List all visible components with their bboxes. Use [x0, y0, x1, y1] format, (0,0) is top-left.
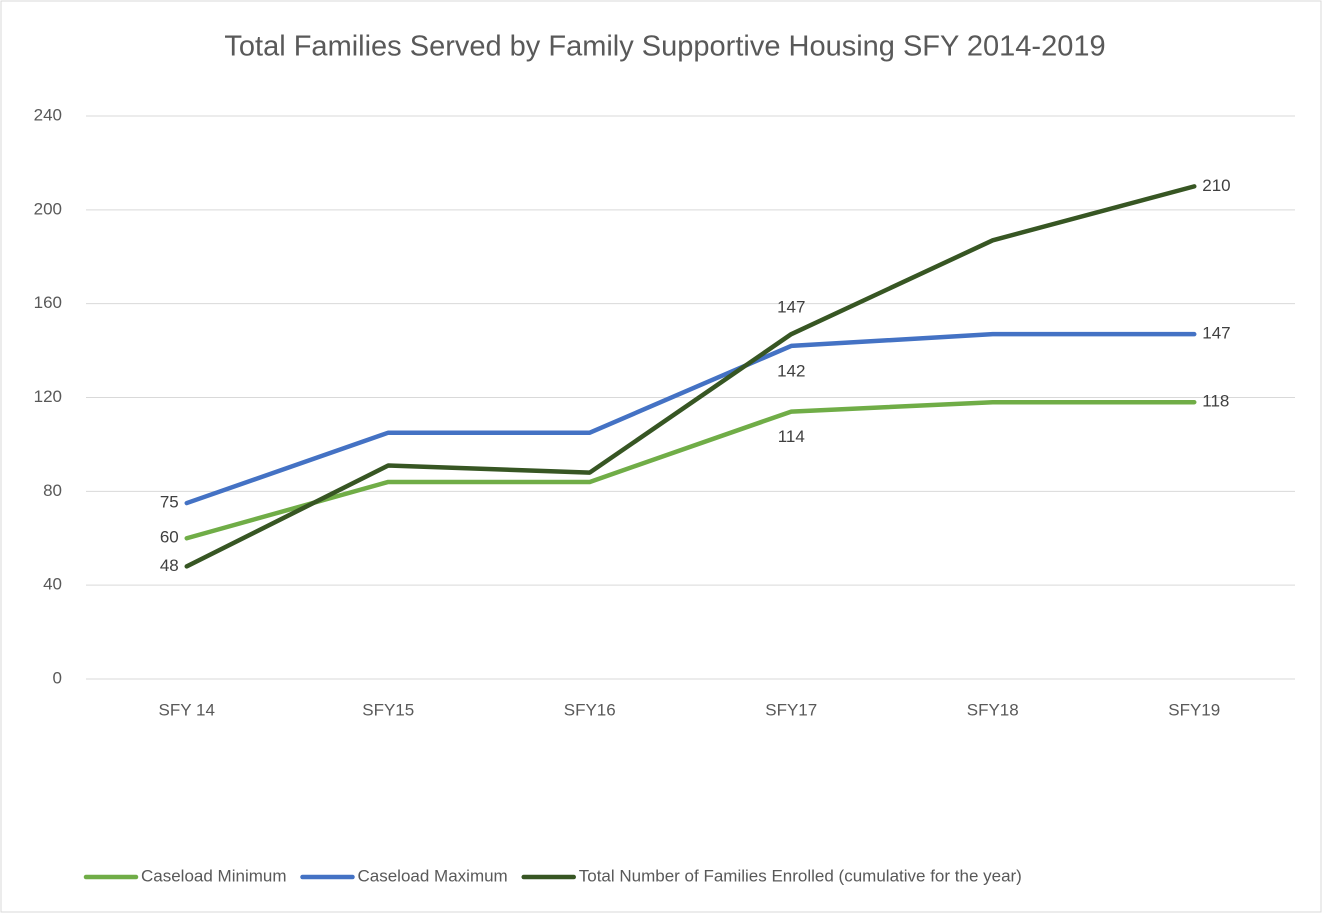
y-tick-label: 40	[43, 575, 62, 594]
data-label: 118	[1202, 392, 1229, 411]
data-label: 48	[160, 556, 179, 575]
data-label: 147	[1202, 324, 1230, 343]
y-tick-label: 200	[34, 199, 62, 218]
chart-title: Total Families Served by Family Supporti…	[224, 31, 1105, 63]
data-label: 142	[777, 361, 805, 380]
y-tick-label: 0	[53, 668, 62, 687]
legend-label: Caseload Maximum	[358, 866, 508, 885]
x-tick-label: SFY16	[564, 700, 616, 719]
data-label: 114	[778, 427, 805, 446]
x-tick-label: SFY18	[967, 700, 1019, 719]
data-label: 60	[160, 528, 179, 547]
y-tick-label: 240	[34, 105, 62, 124]
series-line	[184, 184, 1197, 569]
y-tick-label: 120	[34, 387, 62, 406]
data-label: 75	[160, 493, 179, 512]
x-tick-label: SFY17	[765, 700, 817, 719]
x-tick-label: SFY 14	[159, 700, 215, 719]
legend-label: Total Number of Families Enrolled (cumul…	[579, 866, 1022, 885]
data-label: 210	[1202, 176, 1230, 195]
legend-label: Caseload Minimum	[141, 866, 287, 885]
x-tick-label: SFY19	[1168, 700, 1220, 719]
y-tick-label: 80	[43, 481, 62, 500]
y-tick-label: 160	[34, 293, 62, 312]
series-line	[184, 399, 1197, 541]
series-line	[184, 331, 1197, 506]
data-label: 147	[777, 298, 805, 317]
x-tick-label: SFY15	[362, 700, 414, 719]
